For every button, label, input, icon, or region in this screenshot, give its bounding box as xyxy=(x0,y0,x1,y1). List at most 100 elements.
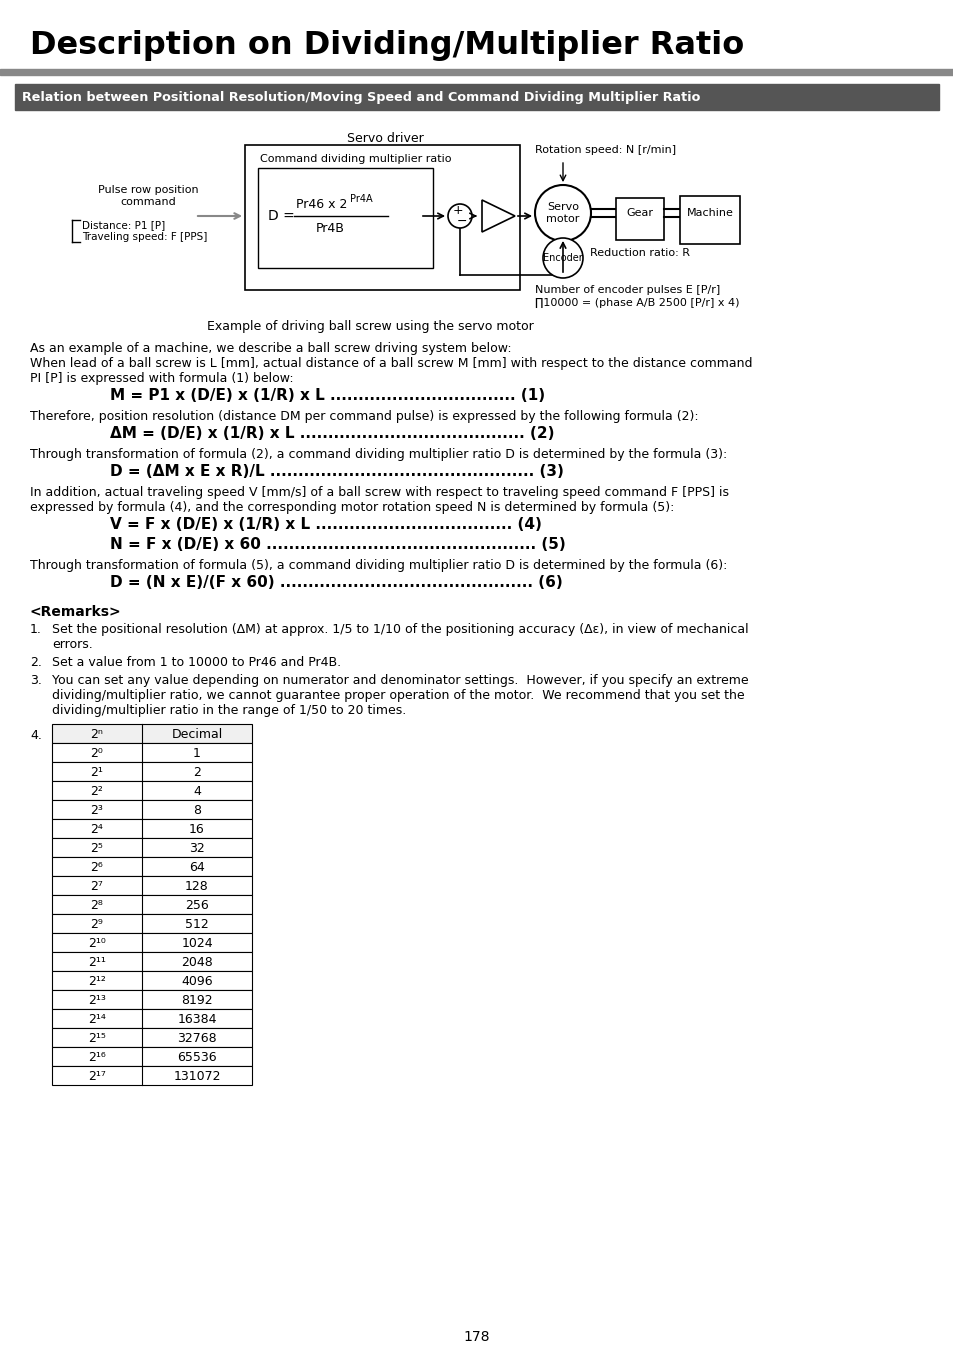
Text: 131072: 131072 xyxy=(173,1070,220,1084)
Text: M = P1 x (D/E) x (1/R) x L ................................. (1): M = P1 x (D/E) x (1/R) x L .............… xyxy=(110,388,544,403)
Text: Machine: Machine xyxy=(686,208,733,218)
Bar xyxy=(52,934,252,952)
Text: Through transformation of formula (2), a command dividing multiplier ratio D is : Through transformation of formula (2), a… xyxy=(30,449,726,461)
Text: Through transformation of formula (5), a command dividing multiplier ratio D is : Through transformation of formula (5), a… xyxy=(30,559,726,571)
Text: Pr4B: Pr4B xyxy=(315,223,344,235)
Text: Reduction ratio: R: Reduction ratio: R xyxy=(589,249,689,258)
Text: 1.: 1. xyxy=(30,623,42,636)
Circle shape xyxy=(535,185,590,240)
Text: dividing/multiplier ratio in the range of 1/50 to 20 times.: dividing/multiplier ratio in the range o… xyxy=(52,704,406,717)
Text: 2²: 2² xyxy=(91,785,103,798)
Text: 3.: 3. xyxy=(30,674,42,688)
Bar xyxy=(245,145,519,290)
Text: 2³: 2³ xyxy=(91,804,103,817)
Bar xyxy=(257,168,433,267)
Text: 64: 64 xyxy=(189,861,205,874)
Text: 2¹²: 2¹² xyxy=(88,975,106,988)
Text: 2¹⁵: 2¹⁵ xyxy=(88,1032,106,1046)
Text: PI [P] is expressed with formula (1) below:: PI [P] is expressed with formula (1) bel… xyxy=(30,372,294,385)
Text: 65536: 65536 xyxy=(177,1051,216,1065)
Text: In addition, actual traveling speed V [mm/s] of a ball screw with respect to tra: In addition, actual traveling speed V [m… xyxy=(30,486,728,499)
Text: 4: 4 xyxy=(193,785,201,798)
Bar xyxy=(679,196,740,245)
Text: Description on Dividing/Multiplier Ratio: Description on Dividing/Multiplier Ratio xyxy=(30,30,743,61)
Bar xyxy=(52,838,252,857)
Text: As an example of a machine, we describe a ball screw driving system below:: As an example of a machine, we describe … xyxy=(30,342,511,355)
Text: 2¹: 2¹ xyxy=(91,766,103,780)
Text: Example of driving ball screw using the servo motor: Example of driving ball screw using the … xyxy=(207,320,533,332)
Text: 2¹³: 2¹³ xyxy=(88,994,106,1006)
Text: D =: D = xyxy=(268,209,299,223)
Text: D = (N x E)/(F x 60) ............................................. (6): D = (N x E)/(F x 60) ...................… xyxy=(110,576,562,590)
Bar xyxy=(52,875,252,894)
Bar xyxy=(52,743,252,762)
Text: +: + xyxy=(453,204,463,218)
Text: When lead of a ball screw is L [mm], actual distance of a ball screw M [mm] with: When lead of a ball screw is L [mm], act… xyxy=(30,357,752,370)
Bar xyxy=(52,894,252,915)
Text: 2¹¹: 2¹¹ xyxy=(88,957,106,969)
Bar xyxy=(15,84,938,109)
Text: Traveling speed: F [PPS]: Traveling speed: F [PPS] xyxy=(82,232,207,242)
Text: Set the positional resolution (ΔM) at approx. 1/5 to 1/10 of the positioning acc: Set the positional resolution (ΔM) at ap… xyxy=(52,623,748,636)
Text: Pulse row position: Pulse row position xyxy=(97,185,198,195)
Text: <Remarks>: <Remarks> xyxy=(30,605,121,619)
Text: 2⁷: 2⁷ xyxy=(91,880,103,893)
Bar xyxy=(52,1009,252,1028)
Text: 178: 178 xyxy=(463,1329,490,1344)
Text: 2⁶: 2⁶ xyxy=(91,861,103,874)
Bar xyxy=(52,1028,252,1047)
Text: 2⁴: 2⁴ xyxy=(91,823,103,836)
Bar xyxy=(52,952,252,971)
Text: N = F x (D/E) x 60 ................................................ (5): N = F x (D/E) x 60 .....................… xyxy=(110,536,565,553)
Polygon shape xyxy=(481,200,515,232)
Bar xyxy=(0,69,953,76)
Text: dividing/multiplier ratio, we cannot guarantee proper operation of the motor.  W: dividing/multiplier ratio, we cannot gua… xyxy=(52,689,744,703)
Text: 2¹⁶: 2¹⁶ xyxy=(88,1051,106,1065)
Text: 2⁵: 2⁵ xyxy=(91,842,103,855)
Text: 256: 256 xyxy=(185,898,209,912)
Text: 1: 1 xyxy=(193,747,201,761)
Text: D = (ΔM x E x R)/L ............................................... (3): D = (ΔM x E x R)/L .....................… xyxy=(110,463,563,480)
Text: Decimal: Decimal xyxy=(172,728,222,740)
Text: 1024: 1024 xyxy=(181,938,213,950)
Text: Distance: P1 [P]: Distance: P1 [P] xyxy=(82,220,165,230)
Bar xyxy=(52,800,252,819)
Text: 16: 16 xyxy=(189,823,205,836)
Text: Servo: Servo xyxy=(546,203,578,212)
Circle shape xyxy=(542,238,582,278)
Bar xyxy=(52,1047,252,1066)
Text: errors.: errors. xyxy=(52,638,92,651)
Text: 32768: 32768 xyxy=(177,1032,216,1046)
Bar xyxy=(616,199,663,240)
Text: ∏10000 = (phase A/B 2500 [P/r] x 4): ∏10000 = (phase A/B 2500 [P/r] x 4) xyxy=(535,299,739,308)
Text: 512: 512 xyxy=(185,917,209,931)
Text: 2.: 2. xyxy=(30,657,42,669)
Bar xyxy=(52,1066,252,1085)
Text: command: command xyxy=(120,197,175,207)
Text: Servo driver: Servo driver xyxy=(346,132,423,145)
Text: 8: 8 xyxy=(193,804,201,817)
Text: ΔM = (D/E) x (1/R) x L ........................................ (2): ΔM = (D/E) x (1/R) x L .................… xyxy=(110,426,554,440)
Bar xyxy=(52,915,252,934)
Bar xyxy=(52,819,252,838)
Bar xyxy=(52,857,252,875)
Text: 2ⁿ: 2ⁿ xyxy=(91,728,103,740)
Circle shape xyxy=(448,204,472,228)
Text: You can set any value depending on numerator and denominator settings.  However,: You can set any value depending on numer… xyxy=(52,674,748,688)
Text: V = F x (D/E) x (1/R) x L ................................... (4): V = F x (D/E) x (1/R) x L ..............… xyxy=(110,517,541,532)
Text: Encoder: Encoder xyxy=(542,253,582,263)
Text: Rotation speed: N [r/min]: Rotation speed: N [r/min] xyxy=(535,145,676,155)
Text: 32: 32 xyxy=(189,842,205,855)
Text: 2⁰: 2⁰ xyxy=(91,747,103,761)
Bar xyxy=(52,781,252,800)
Text: 2¹⁴: 2¹⁴ xyxy=(88,1013,106,1025)
Text: 2⁸: 2⁸ xyxy=(91,898,103,912)
Bar xyxy=(52,724,252,743)
Text: expressed by formula (4), and the corresponding motor rotation speed N is determ: expressed by formula (4), and the corres… xyxy=(30,501,674,513)
Text: Pr46 x 2: Pr46 x 2 xyxy=(295,199,347,212)
Text: Therefore, position resolution (distance DM per command pulse) is expressed by t: Therefore, position resolution (distance… xyxy=(30,409,698,423)
Text: 128: 128 xyxy=(185,880,209,893)
Text: motor: motor xyxy=(546,213,579,224)
Text: 16384: 16384 xyxy=(177,1013,216,1025)
Bar xyxy=(52,990,252,1009)
